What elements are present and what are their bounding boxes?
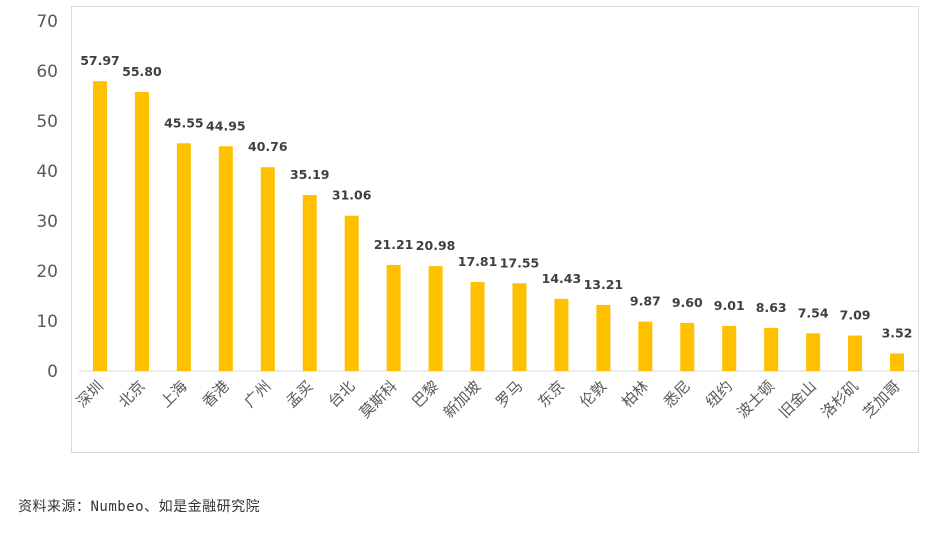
x-tick-label: 孟买 [283,377,317,411]
source-note: 资料来源：Numbeo、如是金融研究院 [18,499,261,515]
data-label: 57.97 [80,53,120,68]
x-tick-label: 东京 [534,377,568,411]
data-label: 9.87 [630,294,661,309]
chart-frame [71,6,919,453]
data-label: 31.06 [332,188,372,203]
bar [428,266,443,371]
bar [386,264,401,371]
bar [176,143,191,371]
bar [218,146,233,371]
x-tick-label: 北京 [115,377,149,411]
bar [890,353,905,371]
x-tick-label: 柏林 [618,377,652,411]
data-label: 13.21 [584,277,624,292]
x-tick-label: 纽约 [702,377,736,411]
bar-chart: 0 10 20 30 40 50 60 70 57.97 深圳 55.80 北京 45.55 上海 44.9… [36,12,918,422]
data-label: 35.19 [290,167,330,182]
x-tick-label: 洛杉矶 [817,377,862,422]
data-label: 17.55 [500,255,540,270]
y-tick-label: 10 [36,312,58,332]
x-tick-label: 香港 [199,377,233,411]
data-label: 40.76 [248,139,288,154]
bar [470,281,485,371]
bar [806,333,821,371]
x-tick-label: 莫斯科 [356,377,401,422]
x-tick-label: 巴黎 [408,377,442,411]
data-label: 44.95 [206,118,246,133]
y-tick-label: 30 [36,212,58,232]
x-tick-label: 广州 [241,377,275,411]
y-tick-label: 60 [36,62,58,82]
x-tick-label: 新加坡 [440,377,485,422]
y-tick-label: 40 [36,162,58,182]
data-label: 55.80 [122,64,162,79]
data-label: 45.55 [164,115,204,130]
data-label: 7.54 [798,305,829,320]
x-tick-label: 罗马 [492,377,526,411]
x-tick-label: 旧金山 [775,377,820,422]
bar [638,321,653,371]
x-tick-label: 上海 [157,377,191,411]
x-tick-label: 台北 [325,377,359,411]
y-tick-label: 20 [36,262,58,282]
bar [764,327,779,371]
data-label: 17.81 [458,254,498,269]
data-label: 7.09 [840,308,871,323]
bar [848,335,863,371]
x-tick-label: 伦敦 [576,377,610,411]
y-tick-label: 50 [36,112,58,132]
x-tick-label: 深圳 [73,377,107,411]
bar [722,325,737,371]
bar [92,81,107,372]
data-label: 20.98 [416,238,456,253]
y-tick-label: 70 [36,12,58,32]
bar [596,304,611,371]
x-tick-label: 波士顿 [733,377,778,422]
data-label: 9.60 [672,295,703,310]
data-label: 14.43 [542,271,582,286]
bar [302,195,317,371]
bar [680,323,695,371]
bar [260,167,275,371]
bar [554,298,569,371]
bar [512,283,527,371]
bar [134,92,149,371]
y-tick-label: 0 [47,362,58,382]
data-label: 21.21 [374,237,414,252]
data-label: 8.63 [756,300,787,315]
bar [344,215,359,371]
x-tick-label: 芝加哥 [859,377,904,422]
data-label: 3.52 [882,325,913,340]
data-label: 9.01 [714,298,745,313]
x-tick-label: 悉尼 [660,377,694,411]
